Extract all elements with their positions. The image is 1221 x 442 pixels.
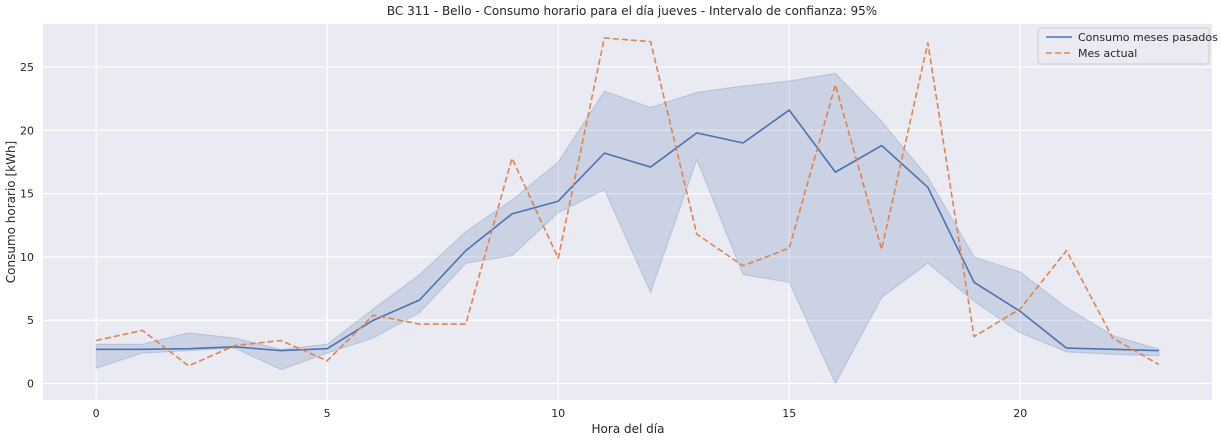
y-tick-label: 5 [27, 314, 34, 327]
chart-title: BC 311 - Bello - Consumo horario para el… [387, 4, 877, 18]
legend: Consumo meses pasados Mes actual [1037, 27, 1218, 65]
y-tick-label: 25 [20, 61, 34, 74]
series-lines [95, 37, 1160, 367]
x-tick-label: 0 [93, 407, 100, 420]
legend-box [1037, 27, 1210, 65]
confidence-interval-band [95, 72, 1160, 385]
x-axis-label: Hora del día [592, 422, 665, 436]
plot-area [43, 24, 1212, 400]
x-tick-label: 15 [782, 407, 796, 420]
grid-lines [43, 24, 1212, 400]
x-axis-ticks: 0 5 10 15 20 [93, 407, 1028, 420]
x-tick-label: 20 [1013, 407, 1027, 420]
y-tick-label: 10 [20, 251, 34, 264]
legend-label-mes-actual: Mes actual [1078, 47, 1137, 60]
y-axis-label: Consumo horario [kWh] [4, 141, 18, 283]
y-axis-ticks: 0 5 10 15 20 25 [20, 61, 34, 390]
y-tick-label: 15 [20, 188, 34, 201]
series-line-consumo-meses-pasados [96, 109, 1159, 352]
legend-label-consumo: Consumo meses pasados [1078, 31, 1218, 44]
series-line-mes-actual [95, 37, 1160, 367]
y-tick-label: 0 [27, 378, 34, 391]
x-tick-label: 10 [551, 407, 565, 420]
x-tick-label: 5 [324, 407, 331, 420]
y-tick-label: 20 [20, 124, 34, 137]
